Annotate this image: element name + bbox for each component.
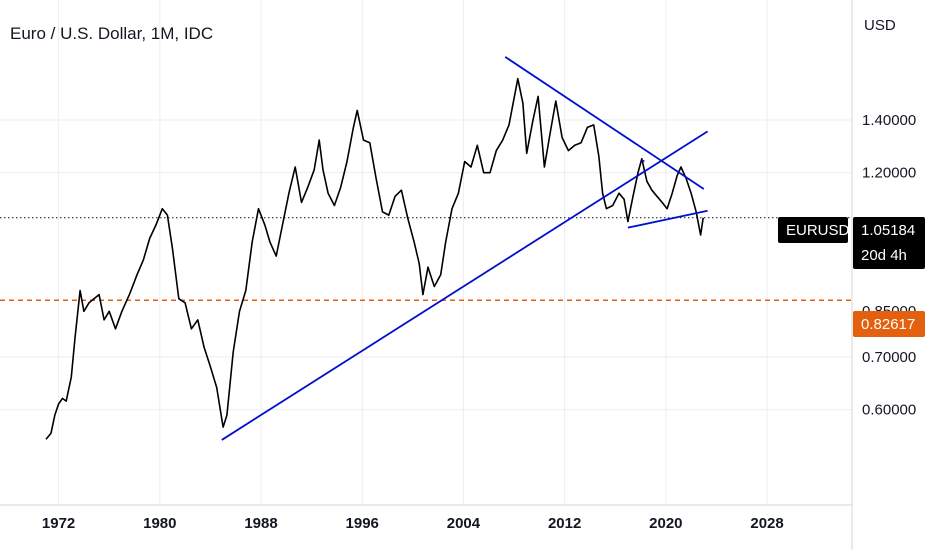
price-tick-label: 0.60000 [862,402,916,419]
countdown-label: 20d 4h [861,247,907,264]
last-price-badge[interactable]: EURUSD 1.05184 20d 4h [778,217,925,269]
price-axis-ticks[interactable]: 1.40000 1.20000 0.70000 0.60000 [862,112,916,419]
marked-level-value: 0.82617 [861,316,915,333]
symbol-badge-bg [778,217,848,243]
price-badge-bg [853,217,925,269]
price-tick-label: 1.20000 [862,165,916,182]
time-tick-label: 1988 [244,515,277,532]
last-price-value: 1.05184 [861,222,915,239]
trend-line [627,209,708,229]
price-axis-unit: USD [864,17,896,34]
price-series-line [45,77,704,440]
price-tick-label: 1.40000 [862,112,916,129]
time-tick-label: 1980 [143,515,176,532]
symbol-label: EURUSD [786,222,850,239]
series-layer [45,77,704,440]
time-tick-label: 1996 [346,515,379,532]
marked-level-badge[interactable]: 0.82617 [853,311,925,337]
trend-line [504,56,705,190]
grid [0,0,852,505]
chart-title: Euro / U.S. Dollar, 1M, IDC [10,24,213,43]
trend-lines [221,56,709,441]
time-axis-ticks[interactable]: 1972 1980 1988 1996 2004 2012 2020 2028 [42,515,784,532]
time-tick-label: 2020 [649,515,682,532]
marked-level-badge-bg [853,311,925,337]
trend-line [221,130,709,441]
time-tick-label: 2004 [447,515,481,532]
time-tick-label: 1972 [42,515,75,532]
guide-lines [0,217,852,302]
time-tick-label: 2012 [548,515,581,532]
time-tick-label: 2028 [750,515,783,532]
price-tick-label: 0.70000 [862,349,916,366]
